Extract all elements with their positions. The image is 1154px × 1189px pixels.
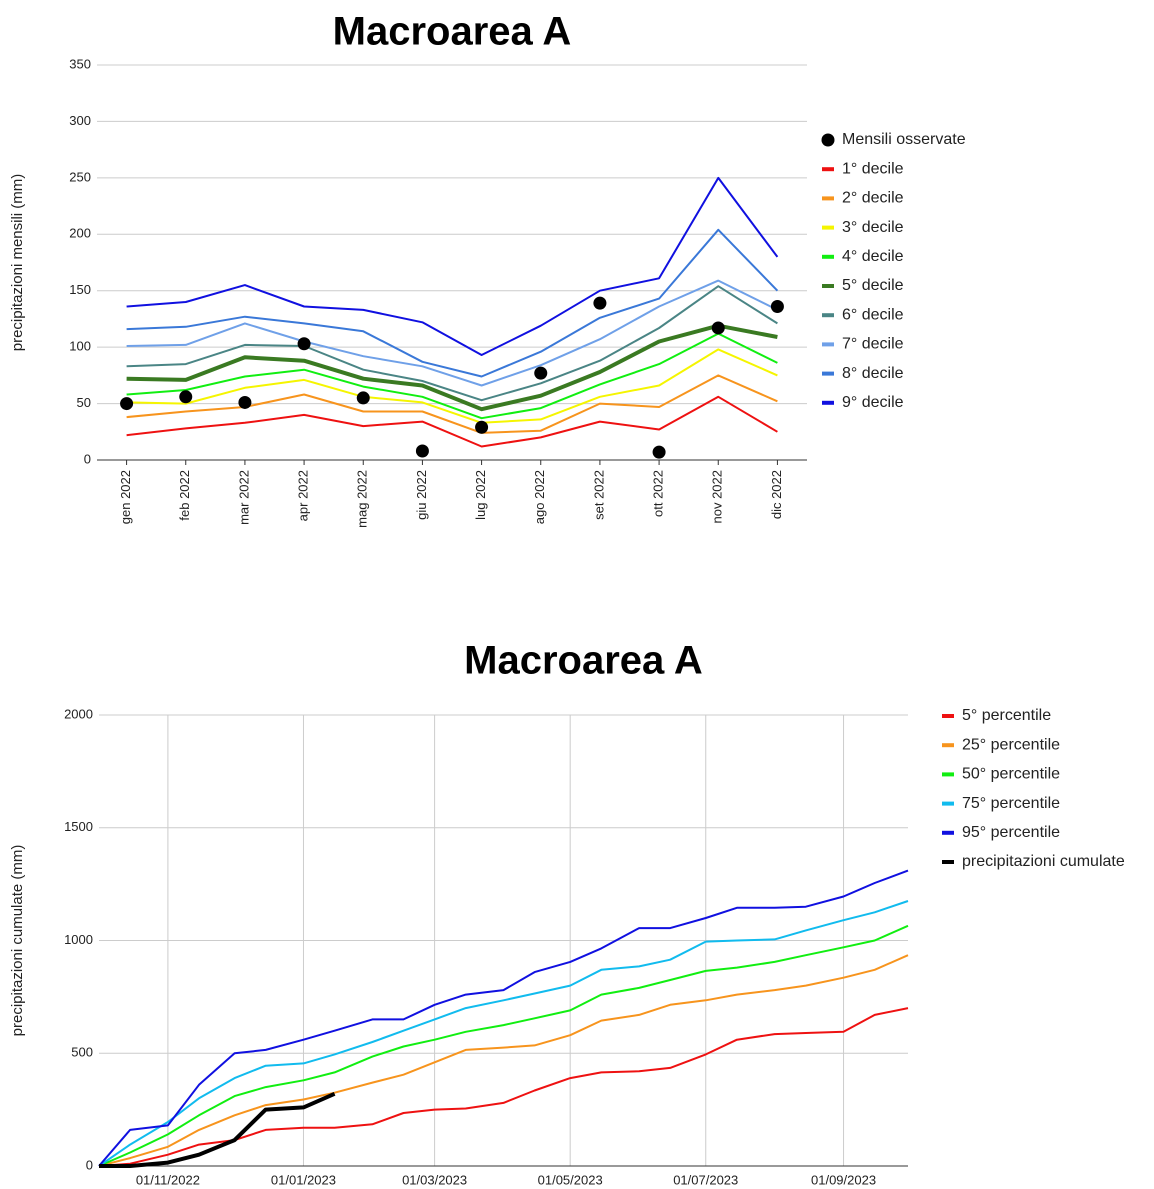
observed-point bbox=[179, 390, 193, 404]
series-line bbox=[126, 228, 779, 378]
observed-point bbox=[297, 337, 311, 351]
y-tick-label: 500 bbox=[71, 1045, 93, 1060]
legend-label: 6° decile bbox=[842, 306, 904, 323]
x-tick-label: 01/03/2023 bbox=[402, 1172, 467, 1187]
series-line bbox=[99, 1091, 336, 1168]
series-line bbox=[98, 869, 909, 1167]
series-line bbox=[126, 323, 778, 412]
observed-point bbox=[711, 321, 725, 335]
chart-title: Macroarea A bbox=[333, 10, 572, 54]
observed-point bbox=[120, 397, 134, 411]
x-tick-label: gen 2022 bbox=[118, 470, 133, 524]
x-tick-label: ago 2022 bbox=[532, 470, 547, 524]
y-tick-label: 150 bbox=[69, 282, 91, 297]
legend-label: 50° percentile bbox=[962, 766, 1060, 783]
series-line bbox=[98, 924, 909, 1167]
x-tick-label: mag 2022 bbox=[355, 470, 370, 528]
y-tick-label: 1000 bbox=[64, 932, 93, 947]
x-tick-label: giu 2022 bbox=[414, 470, 429, 520]
x-tick-label: 01/05/2023 bbox=[538, 1172, 603, 1187]
series-line bbox=[126, 374, 778, 434]
y-axis-label: precipitazioni mensili (mm) bbox=[9, 174, 26, 352]
x-tick-label: dic 2022 bbox=[769, 470, 784, 519]
series-line bbox=[126, 348, 778, 424]
x-tick-label: mar 2022 bbox=[236, 470, 251, 525]
legend-marker bbox=[821, 133, 835, 147]
legend-label: 7° decile bbox=[842, 336, 904, 353]
legend-label: precipitazioni cumulate bbox=[962, 853, 1125, 870]
observed-point bbox=[534, 366, 548, 380]
observed-point bbox=[593, 296, 607, 310]
observed-point bbox=[770, 300, 784, 314]
legend-label: 3° decile bbox=[842, 219, 904, 236]
y-tick-label: 200 bbox=[69, 226, 91, 241]
observed-point bbox=[356, 391, 370, 405]
x-tick-label: ott 2022 bbox=[651, 470, 666, 517]
x-tick-label: apr 2022 bbox=[296, 470, 311, 521]
x-tick-label: lug 2022 bbox=[473, 470, 488, 520]
series-line bbox=[126, 395, 778, 448]
y-tick-label: 0 bbox=[86, 1157, 93, 1172]
legend-label: 1° decile bbox=[842, 160, 904, 177]
series-line bbox=[126, 279, 778, 387]
series-line bbox=[126, 332, 778, 420]
y-tick-label: 100 bbox=[69, 339, 91, 354]
series-line bbox=[126, 285, 778, 402]
legend-label: 5° decile bbox=[842, 277, 904, 294]
legend-label: 5° percentile bbox=[962, 707, 1051, 724]
observed-point bbox=[475, 420, 489, 434]
x-tick-label: 01/01/2023 bbox=[271, 1172, 336, 1187]
y-tick-label: 2000 bbox=[64, 706, 93, 721]
y-tick-label: 250 bbox=[69, 169, 91, 184]
legend-label: 95° percentile bbox=[962, 824, 1060, 841]
legend-label: 8° decile bbox=[842, 365, 904, 382]
legend-label: 4° decile bbox=[842, 248, 904, 265]
x-tick-label: 01/09/2023 bbox=[811, 1172, 876, 1187]
x-tick-label: 01/07/2023 bbox=[673, 1172, 738, 1187]
legend-label: Mensili osservate bbox=[842, 131, 966, 148]
x-tick-label: set 2022 bbox=[591, 470, 606, 520]
x-tick-label: nov 2022 bbox=[710, 470, 725, 524]
legend-label: 75° percentile bbox=[962, 795, 1060, 812]
legend-label: 9° decile bbox=[842, 394, 904, 411]
observed-point bbox=[652, 445, 666, 459]
y-tick-label: 300 bbox=[69, 113, 91, 128]
y-tick-label: 50 bbox=[77, 395, 91, 410]
legend-label: 25° percentile bbox=[962, 736, 1060, 753]
legend-label: 2° decile bbox=[842, 190, 904, 207]
observed-point bbox=[415, 444, 429, 458]
chart-title: Macroarea A bbox=[464, 639, 703, 683]
series-line bbox=[126, 176, 779, 356]
y-tick-label: 1500 bbox=[64, 819, 93, 834]
y-tick-label: 0 bbox=[84, 451, 91, 466]
series-line bbox=[98, 900, 909, 1167]
x-tick-label: 01/11/2022 bbox=[136, 1172, 200, 1187]
y-axis-label: precipitazioni cumulate (mm) bbox=[9, 845, 26, 1037]
y-tick-label: 350 bbox=[69, 56, 91, 71]
series-line bbox=[98, 954, 909, 1167]
observed-point bbox=[238, 395, 252, 409]
x-tick-label: feb 2022 bbox=[177, 470, 192, 521]
